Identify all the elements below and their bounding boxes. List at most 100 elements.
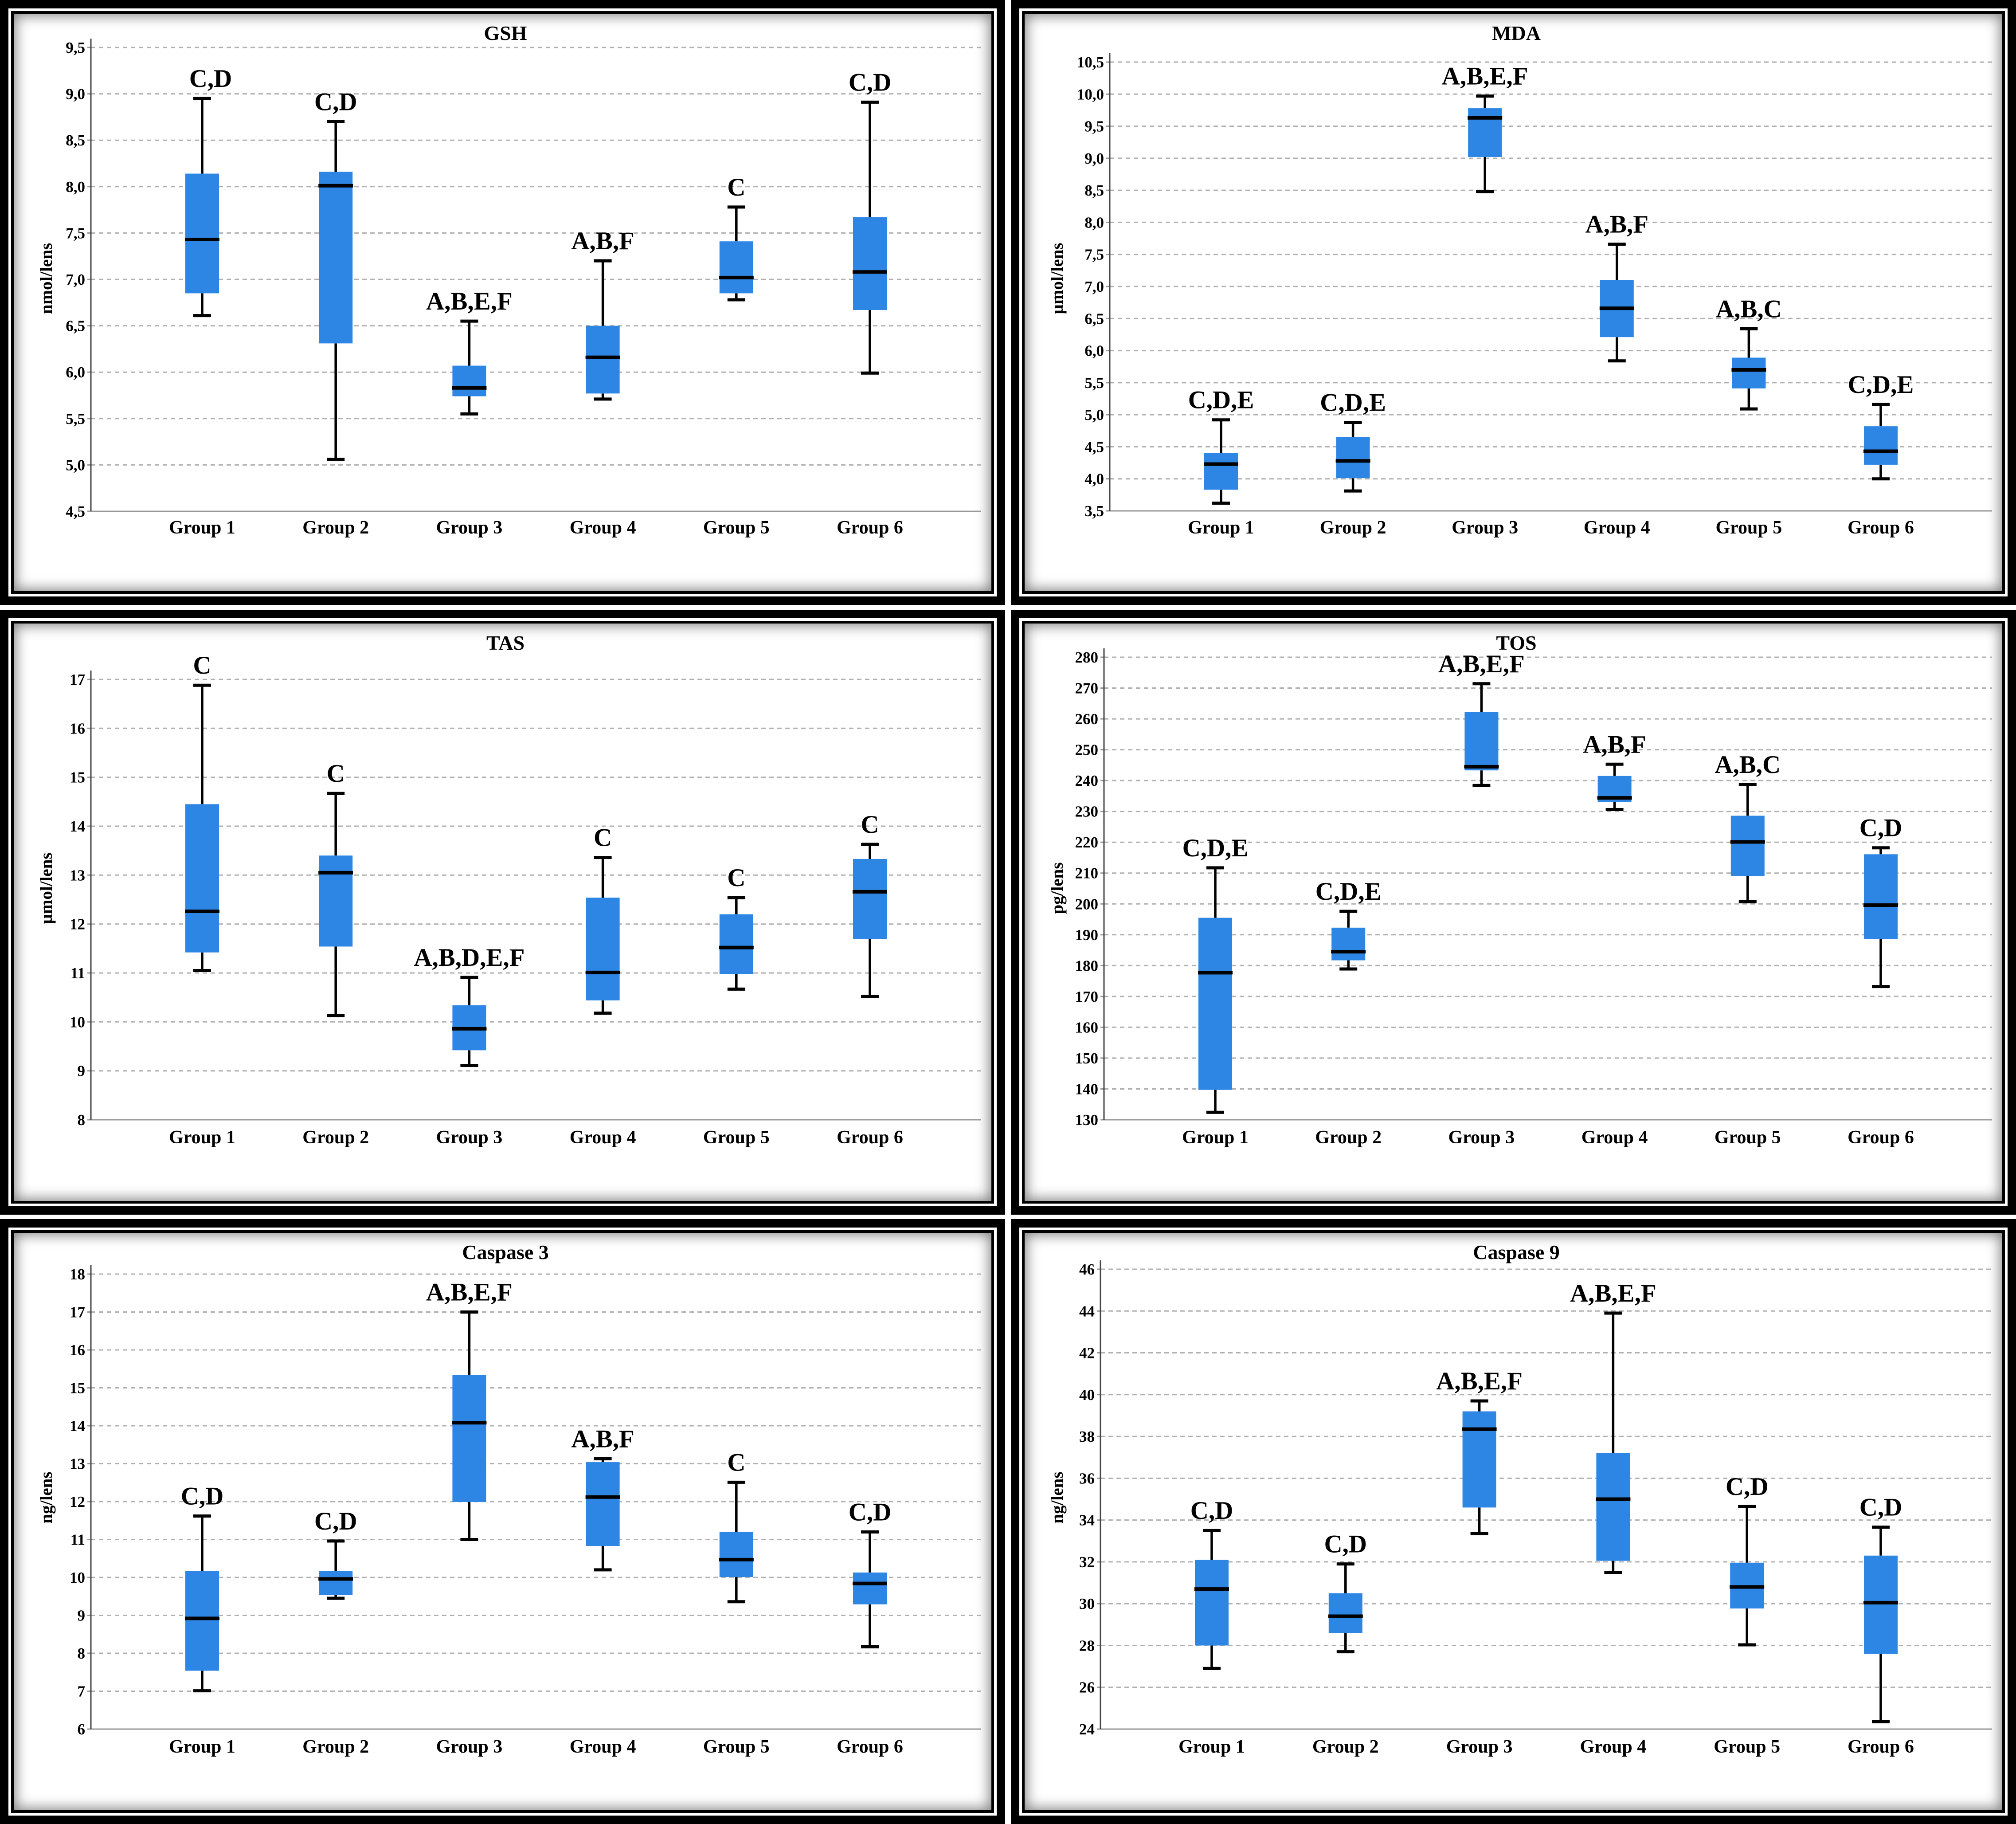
svg-text:15: 15 <box>70 1380 85 1397</box>
svg-text:7,5: 7,5 <box>1084 246 1104 263</box>
svg-text:Group 6: Group 6 <box>1848 1127 1914 1148</box>
svg-text:A,B,F: A,B,F <box>1585 211 1649 239</box>
svg-text:Group 4: Group 4 <box>1584 518 1650 538</box>
svg-text:11: 11 <box>70 965 85 982</box>
svg-text:5,5: 5,5 <box>1084 374 1104 392</box>
svg-text:17: 17 <box>70 1304 85 1321</box>
svg-text:Group 4: Group 4 <box>570 518 636 538</box>
svg-text:24: 24 <box>1079 1721 1095 1738</box>
svg-text:Group 1: Group 1 <box>169 518 235 538</box>
svg-text:130: 130 <box>1075 1111 1099 1129</box>
svg-text:C,D,E: C,D,E <box>1848 371 1914 399</box>
svg-text:Group 2: Group 2 <box>1312 1737 1379 1757</box>
svg-text:5,0: 5,0 <box>1084 406 1104 424</box>
svg-text:C: C <box>727 1448 745 1476</box>
svg-text:C: C <box>727 864 745 892</box>
svg-text:GSH: GSH <box>484 22 527 44</box>
svg-text:A,B,F: A,B,F <box>571 227 634 255</box>
svg-text:Group 2: Group 2 <box>302 1127 369 1148</box>
svg-text:6,5: 6,5 <box>66 318 85 335</box>
svg-text:Group 3: Group 3 <box>1452 518 1518 538</box>
svg-text:7,0: 7,0 <box>1084 278 1104 295</box>
svg-text:A,B,E,F: A,B,E,F <box>1570 1279 1656 1307</box>
svg-text:C: C <box>727 173 745 201</box>
svg-text:8,0: 8,0 <box>1084 214 1104 231</box>
svg-text:C,D,E: C,D,E <box>1315 878 1382 906</box>
svg-text:A,B,C: A,B,C <box>1716 295 1782 323</box>
svg-text:A,B,E,F: A,B,E,F <box>426 287 513 315</box>
svg-text:A,B,E,F: A,B,E,F <box>1442 63 1528 90</box>
svg-text:30: 30 <box>1079 1595 1095 1612</box>
svg-text:13: 13 <box>70 1455 85 1473</box>
svg-text:7,5: 7,5 <box>66 224 85 242</box>
svg-text:C,D: C,D <box>189 65 232 93</box>
svg-text:8,5: 8,5 <box>66 132 85 149</box>
svg-text:Group 5: Group 5 <box>1714 1737 1780 1757</box>
svg-text:16: 16 <box>70 720 85 737</box>
svg-text:Group 1: Group 1 <box>1178 1737 1245 1757</box>
svg-text:32: 32 <box>1079 1553 1095 1571</box>
svg-text:A,B,E,F: A,B,E,F <box>1438 650 1525 678</box>
svg-text:18: 18 <box>70 1266 85 1283</box>
svg-text:Group 3: Group 3 <box>1448 1127 1515 1148</box>
svg-text:9,5: 9,5 <box>1084 118 1104 135</box>
svg-text:150: 150 <box>1075 1050 1099 1067</box>
svg-text:190: 190 <box>1075 926 1099 944</box>
svg-text:A,B,E,F: A,B,E,F <box>426 1279 513 1306</box>
svg-text:nmol/lens: nmol/lens <box>37 243 56 314</box>
svg-text:16: 16 <box>70 1342 85 1359</box>
svg-text:Group 3: Group 3 <box>436 1737 503 1757</box>
svg-text:270: 270 <box>1075 680 1099 697</box>
svg-text:8: 8 <box>78 1111 86 1129</box>
svg-text:6,5: 6,5 <box>1084 310 1104 327</box>
svg-text:Group 5: Group 5 <box>703 518 770 538</box>
svg-text:9,0: 9,0 <box>1084 150 1104 167</box>
svg-text:210: 210 <box>1075 865 1099 882</box>
svg-text:160: 160 <box>1075 1019 1099 1036</box>
svg-text:34: 34 <box>1079 1512 1095 1529</box>
svg-text:Group 3: Group 3 <box>1446 1737 1513 1757</box>
svg-text:Group 3: Group 3 <box>436 518 503 538</box>
svg-text:C: C <box>193 651 211 679</box>
svg-text:15: 15 <box>70 769 85 786</box>
svg-text:250: 250 <box>1075 741 1099 759</box>
svg-text:Group 6: Group 6 <box>837 1127 903 1148</box>
svg-text:5,5: 5,5 <box>66 410 85 428</box>
svg-text:MDA: MDA <box>1492 22 1541 44</box>
svg-text:Group 6: Group 6 <box>837 1737 903 1757</box>
svg-text:230: 230 <box>1075 803 1099 820</box>
svg-text:10,0: 10,0 <box>1077 86 1104 103</box>
svg-text:6,0: 6,0 <box>66 364 85 381</box>
svg-text:C: C <box>861 811 879 839</box>
svg-text:Group 6: Group 6 <box>1848 1737 1914 1757</box>
svg-text:280: 280 <box>1075 649 1099 666</box>
svg-text:Group 1: Group 1 <box>169 1127 235 1148</box>
svg-text:C: C <box>594 824 612 852</box>
svg-text:Group 3: Group 3 <box>436 1127 503 1148</box>
svg-text:8: 8 <box>78 1645 86 1662</box>
svg-text:7: 7 <box>78 1683 86 1700</box>
svg-text:C,D,E: C,D,E <box>1320 388 1386 416</box>
svg-text:Caspase 3: Caspase 3 <box>462 1241 549 1263</box>
svg-text:ng/lens: ng/lens <box>37 1471 56 1523</box>
svg-text:10: 10 <box>70 1013 85 1031</box>
svg-text:A,B,D,E,F: A,B,D,E,F <box>414 944 525 972</box>
svg-text:240: 240 <box>1075 772 1099 789</box>
svg-text:A,B,F: A,B,F <box>1583 730 1646 758</box>
svg-text:12: 12 <box>70 1493 85 1510</box>
svg-text:260: 260 <box>1075 710 1099 728</box>
svg-text:180: 180 <box>1075 957 1099 974</box>
svg-text:TAS: TAS <box>486 632 525 654</box>
svg-text:Group 6: Group 6 <box>1848 518 1914 538</box>
svg-text:10,5: 10,5 <box>1077 54 1104 71</box>
svg-text:3,5: 3,5 <box>1084 502 1104 520</box>
svg-text:C,D: C,D <box>849 68 892 96</box>
svg-text:9,5: 9,5 <box>66 39 85 56</box>
svg-text:Group 4: Group 4 <box>1581 1127 1648 1148</box>
svg-text:46: 46 <box>1079 1261 1095 1278</box>
svg-text:C,D,E: C,D,E <box>1182 834 1249 862</box>
svg-text:Group 4: Group 4 <box>570 1737 636 1757</box>
svg-text:Group 2: Group 2 <box>302 1737 369 1757</box>
svg-text:C,D: C,D <box>1726 1473 1769 1501</box>
svg-text:Group 1: Group 1 <box>1188 518 1254 538</box>
